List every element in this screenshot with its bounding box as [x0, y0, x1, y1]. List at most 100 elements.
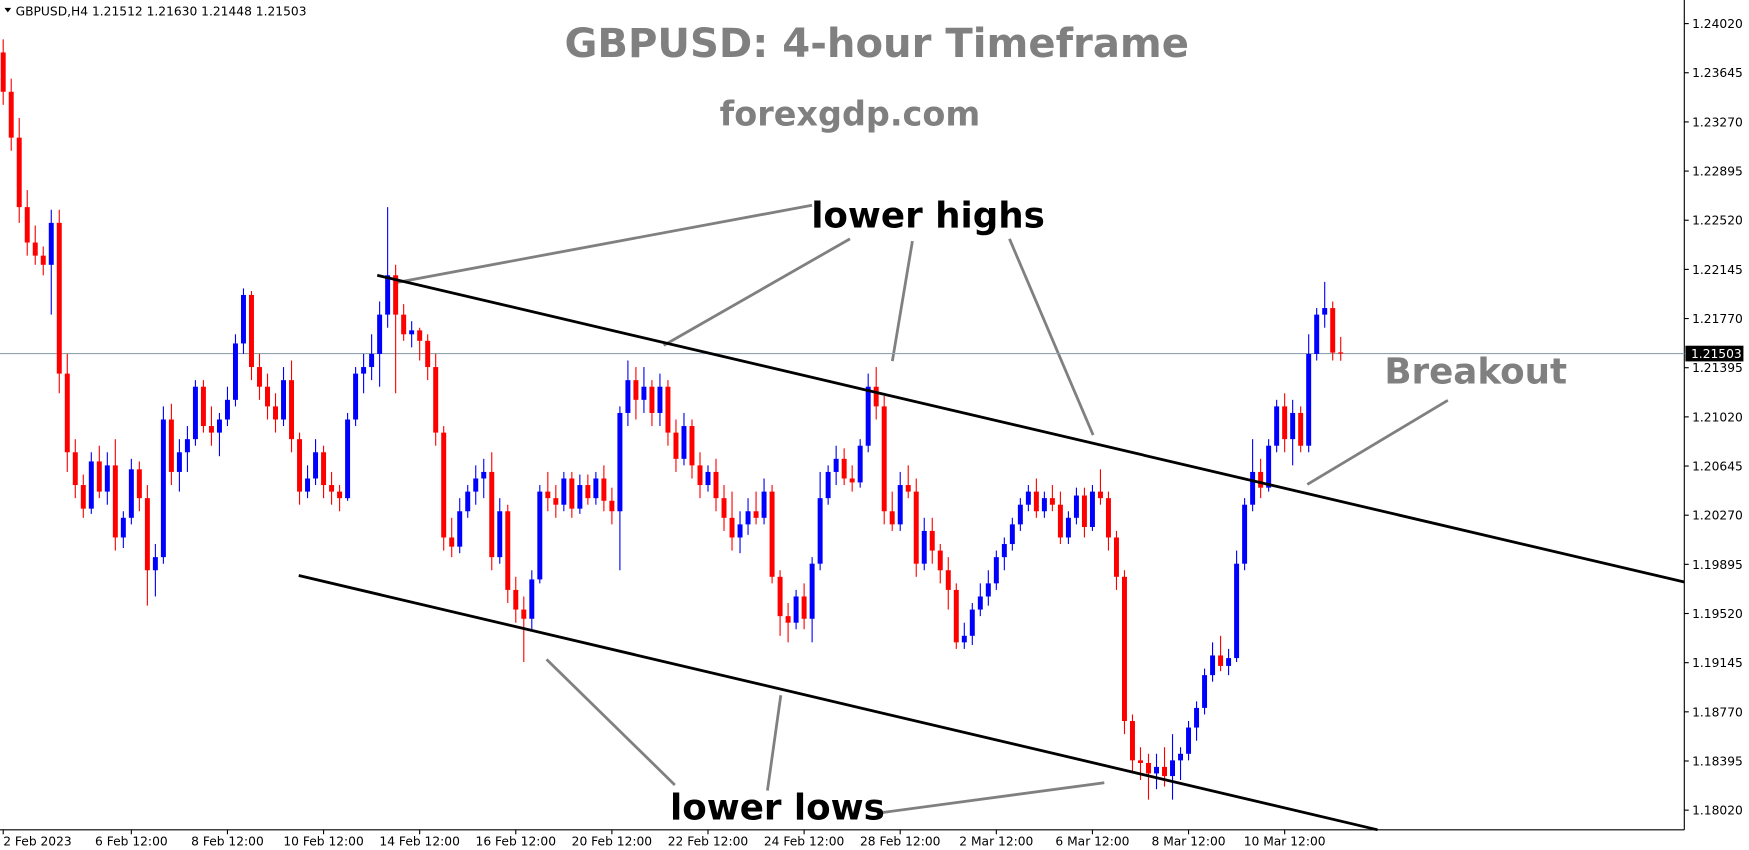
candle-body	[433, 367, 439, 433]
candle-body	[1121, 576, 1127, 722]
candle-body	[345, 419, 351, 499]
candle-body	[160, 419, 166, 558]
candle-body	[1178, 753, 1184, 761]
candle-body	[545, 491, 551, 499]
y-tick-label: 1.24020	[1692, 17, 1743, 31]
candle-body	[457, 511, 463, 547]
candle-body	[897, 485, 903, 525]
chart-header: GBPUSD,H4 1.21512 1.21630 1.21448 1.2150…	[16, 5, 307, 19]
annotation: lower highs	[811, 196, 1045, 237]
candle-body	[889, 511, 895, 525]
candle-body	[465, 491, 471, 512]
candle-body	[48, 222, 54, 265]
candle-body	[737, 524, 743, 538]
candle-body	[200, 386, 206, 427]
candle-body	[1097, 491, 1103, 499]
candle-body	[833, 458, 839, 472]
chart-title: GBPUSD: 4-hour Timeframe	[564, 21, 1189, 67]
candle-body	[1314, 314, 1320, 354]
candle-body	[913, 491, 919, 564]
candle-body	[136, 469, 142, 499]
candle-body	[921, 530, 927, 564]
candle-body	[1009, 524, 1015, 545]
candle-body	[232, 343, 238, 400]
candle-body	[1025, 491, 1031, 505]
annotation-arrows	[395, 203, 1449, 815]
candle-body	[873, 386, 879, 407]
candle-body	[617, 412, 623, 512]
candle-body	[481, 471, 487, 479]
y-tick-label: 1.19520	[1692, 607, 1743, 621]
candle-body	[1073, 495, 1079, 518]
candle-body	[80, 485, 86, 509]
candle-body	[497, 511, 503, 558]
candle-body	[417, 330, 423, 341]
candle-body	[1258, 471, 1264, 488]
candle-body	[577, 485, 583, 509]
arrow	[766, 695, 783, 791]
candle-body	[257, 367, 262, 387]
candle-body	[1001, 544, 1007, 558]
candle-body	[745, 511, 751, 525]
candle-body	[681, 426, 687, 459]
candle-body	[529, 579, 535, 619]
candle-body	[353, 373, 359, 420]
candle-body	[705, 471, 711, 486]
x-tick-label: 10 Feb 12:00	[283, 834, 363, 848]
candle-body	[721, 498, 727, 518]
candle-body	[865, 386, 871, 446]
candle-body	[369, 353, 375, 368]
candle-body	[40, 255, 46, 265]
candle-body	[208, 426, 214, 433]
candle-body	[1274, 406, 1280, 446]
candle-body	[240, 294, 246, 344]
y-tick-label: 1.20270	[1692, 509, 1743, 523]
candle-body	[1210, 655, 1216, 676]
candle-body	[985, 583, 991, 597]
candle-body	[593, 478, 599, 499]
candle-body	[945, 570, 951, 590]
candle-body	[953, 589, 959, 643]
candle-body	[633, 380, 639, 400]
candle-body	[801, 596, 807, 619]
candle-body	[1033, 491, 1039, 512]
candle-body	[385, 275, 391, 315]
candle-body	[1113, 537, 1119, 577]
candle-body	[313, 452, 319, 479]
candle-body	[192, 386, 198, 440]
candle-body	[216, 419, 222, 433]
last-price-label: 1.21503	[1691, 347, 1742, 361]
candle-body	[665, 386, 671, 433]
candle-body	[809, 563, 815, 619]
candle-body	[1017, 504, 1023, 525]
candle-body	[16, 137, 22, 208]
candle-body	[297, 439, 303, 492]
candle-body	[64, 373, 70, 453]
candle-body	[281, 380, 287, 420]
candle-body	[1298, 412, 1304, 446]
candle-body	[0, 52, 6, 92]
candle-body	[753, 511, 759, 518]
candle-body	[337, 491, 343, 499]
candle-body	[1162, 766, 1167, 777]
candle-body	[24, 207, 30, 243]
candle-body	[1081, 495, 1087, 527]
candle-body	[1089, 491, 1095, 527]
candle-body	[993, 557, 999, 584]
candle-body	[425, 340, 431, 368]
y-tick-label: 1.18770	[1692, 705, 1743, 719]
candle-body	[641, 386, 647, 400]
x-tick-label: 2 Feb 2023	[3, 834, 72, 848]
y-tick-label: 1.23645	[1692, 66, 1743, 80]
candle-body	[513, 589, 519, 610]
candle-body	[1049, 498, 1055, 505]
arrow	[1008, 238, 1095, 436]
trend-line	[298, 574, 1378, 832]
chart-subtitle: forexgdp.com	[720, 95, 981, 134]
y-tick-label: 1.22520	[1692, 214, 1743, 228]
candle-body	[473, 478, 479, 492]
candle-body	[176, 452, 182, 472]
candle-body	[625, 380, 631, 413]
